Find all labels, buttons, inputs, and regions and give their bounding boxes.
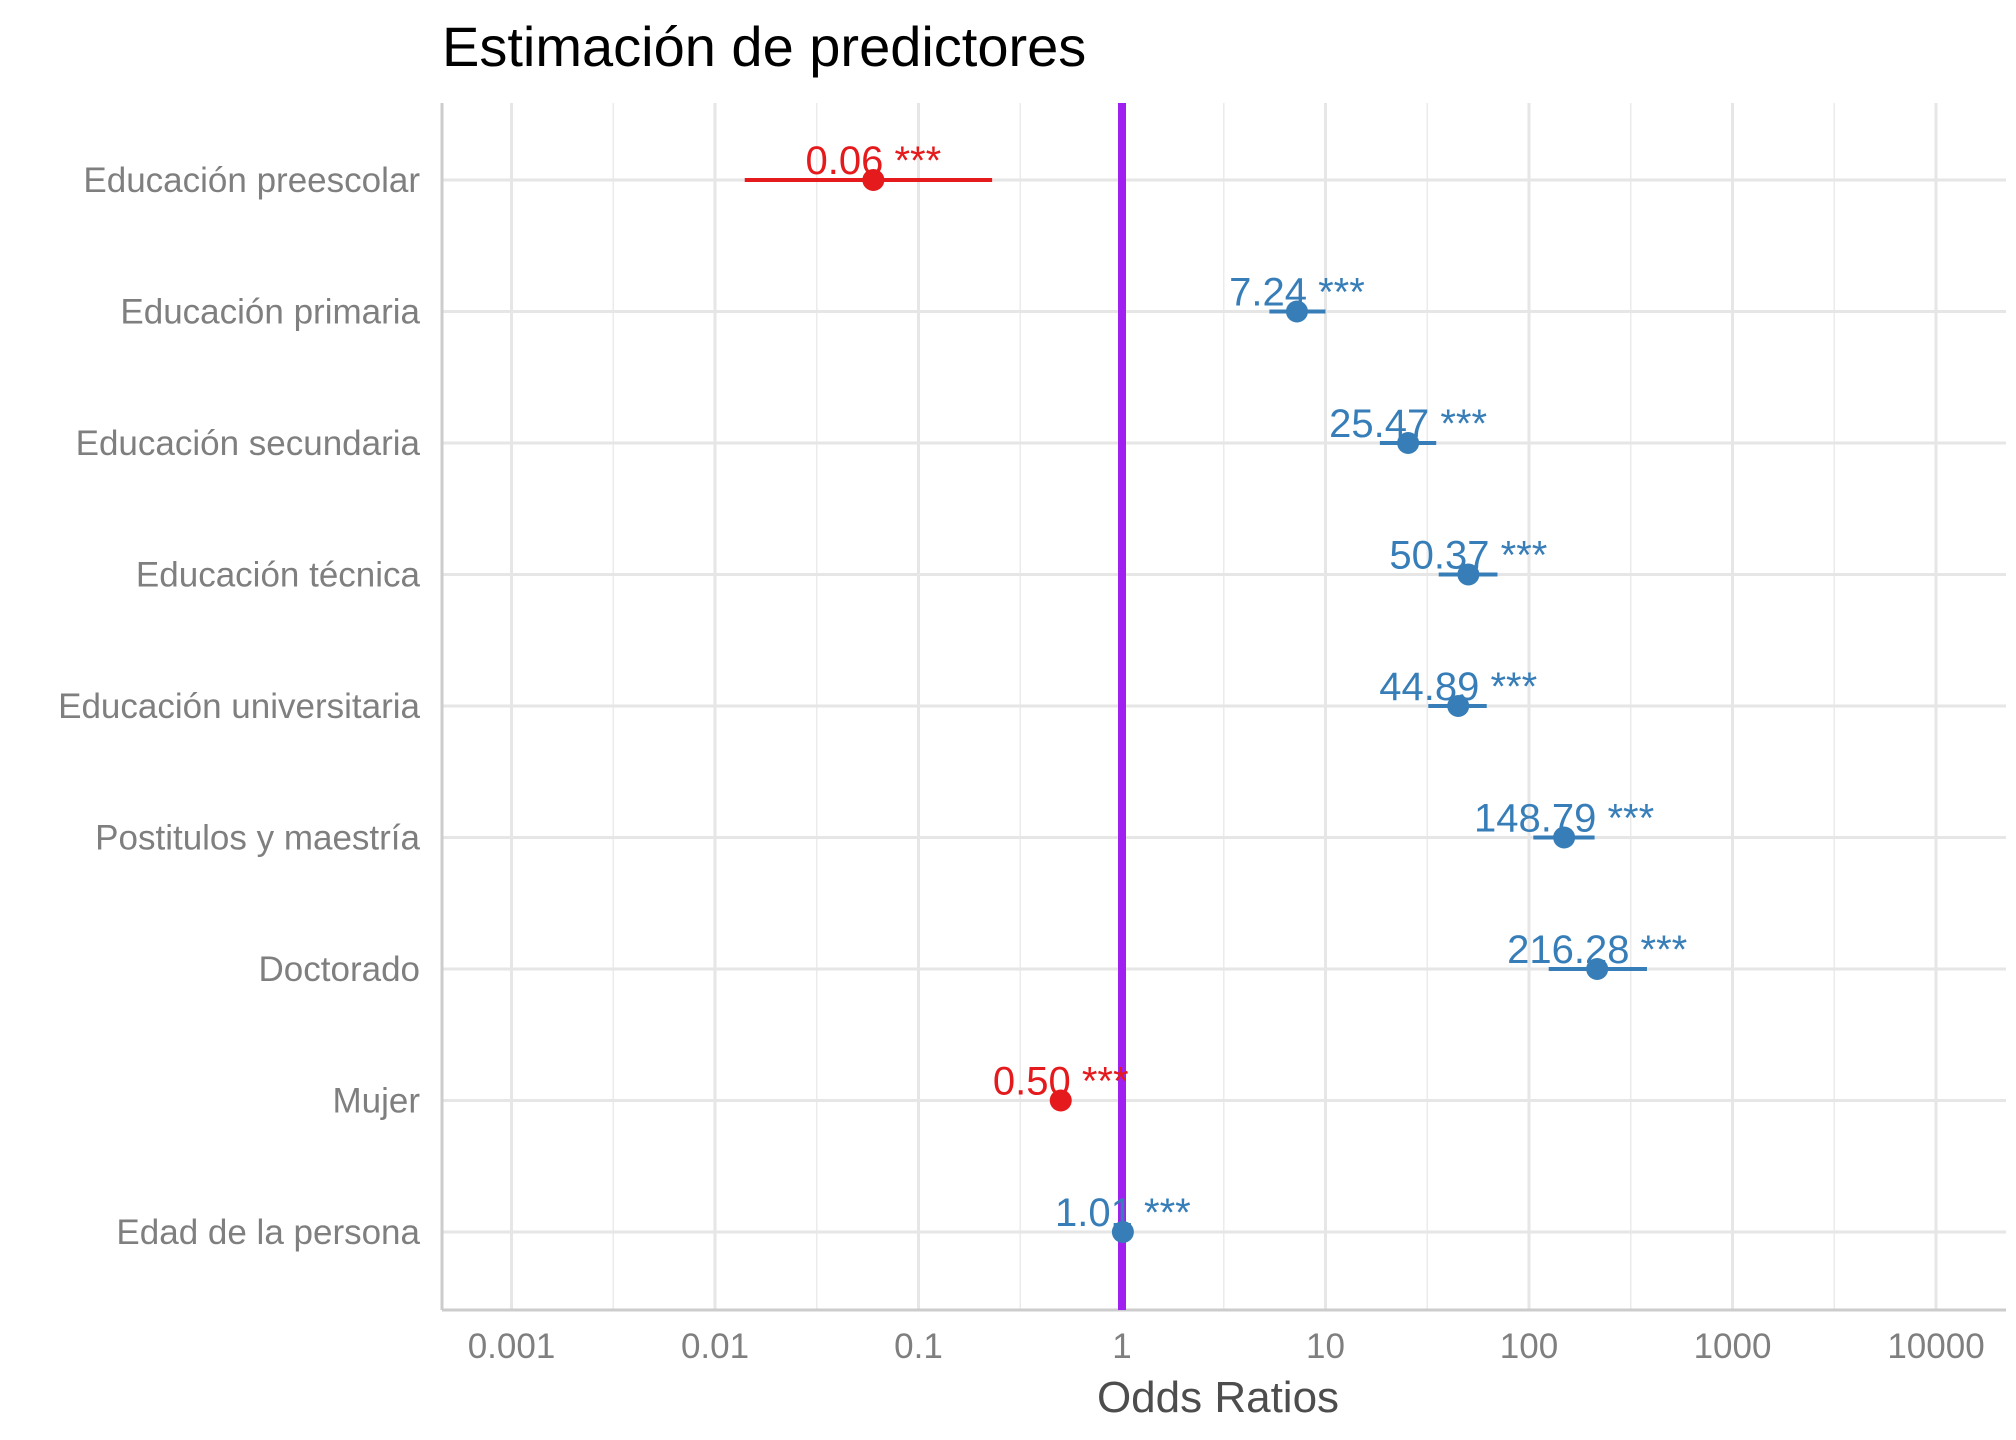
x-tick-label: 0.1 — [894, 1327, 943, 1366]
estimate-label: 25.47 *** — [1329, 402, 1487, 446]
estimate-label: 50.37 *** — [1389, 534, 1547, 578]
estimate-label: 148.79 *** — [1474, 797, 1654, 841]
estimate-label: 216.28 *** — [1507, 928, 1687, 972]
x-tick-labels: 0.001 0.01 0.1 1 10 100 1000 10000 — [468, 1327, 1985, 1366]
estimate-label: 44.89 *** — [1379, 665, 1537, 709]
x-tick-label: 0.001 — [468, 1327, 556, 1366]
x-tick-label: 1 — [1112, 1327, 1131, 1366]
axes — [440, 103, 2006, 1312]
y-tick-label: Edad de la persona — [116, 1213, 420, 1252]
estimate-label: 7.24 *** — [1229, 271, 1365, 315]
x-tick-label: 10 — [1306, 1327, 1345, 1366]
estimate-point — [1397, 432, 1420, 454]
estimate-point — [1447, 695, 1470, 717]
y-tick-label: Educación secundaria — [76, 424, 421, 463]
estimate-labels: 0.06 *** 7.24 *** 25.47 *** 50.37 *** 44.89 … — [806, 139, 1688, 1235]
estimate-point — [1285, 300, 1308, 323]
estimate-point — [1553, 826, 1576, 849]
estimate-point — [1111, 1221, 1134, 1243]
y-tick-label: Educación primaria — [120, 293, 420, 332]
y-tick-label: Doctorado — [259, 950, 420, 989]
x-axis-label: Odds Ratios — [1097, 1373, 1339, 1422]
estimate-point — [862, 169, 885, 191]
y-tick-labels: Educación preescolar Educación primaria Ed… — [58, 161, 420, 1252]
x-tick-label: 10000 — [1887, 1327, 1984, 1366]
estimate-label: 0.06 *** — [806, 139, 942, 183]
x-tick-label: 0.01 — [681, 1327, 749, 1366]
y-tick-label: Postitulos y maestría — [95, 819, 420, 858]
estimate-point — [1049, 1089, 1072, 1112]
y-tick-label: Educación técnica — [136, 556, 421, 595]
chart-title: Estimación de predictores — [442, 15, 1086, 78]
x-tick-label: 100 — [1500, 1327, 1558, 1366]
estimate-label: 0.50 *** — [993, 1060, 1129, 1104]
estimate-label: 1.01 *** — [1055, 1191, 1191, 1235]
y-tick-label: Educación preescolar — [83, 161, 420, 200]
estimate-points — [862, 169, 1609, 1243]
x-tick-label: 1000 — [1694, 1327, 1772, 1366]
estimate-point — [1457, 563, 1480, 586]
y-tick-label: Educación universitaria — [58, 687, 420, 726]
y-tick-label: Mujer — [332, 1082, 420, 1121]
estimate-point — [1586, 958, 1609, 980]
